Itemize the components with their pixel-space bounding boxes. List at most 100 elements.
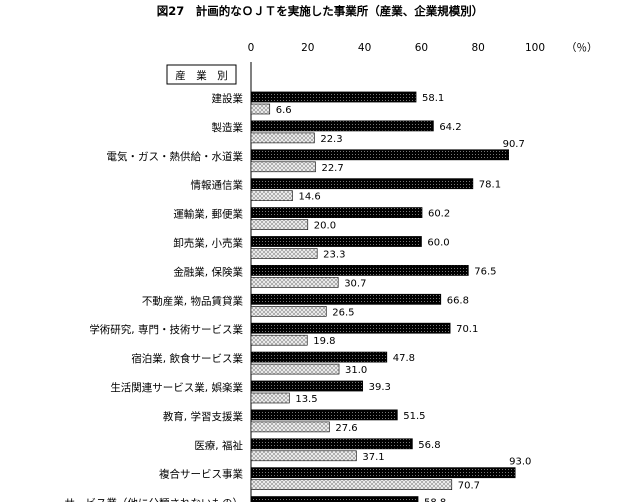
bar-series-2 [250,479,453,491]
category-row: サービス業（他に分類されないもの）58.835.5 [65,496,446,502]
data-label: 20.0 [314,221,336,232]
data-label: 70.7 [458,481,480,492]
x-tick-label: 60 [415,42,428,54]
data-label: 76.5 [474,266,496,277]
bar-series-1 [250,120,434,132]
category-row: 生活関連サービス業, 娯楽業 39.3 13.5 [110,380,391,405]
data-label: 30.7 [344,278,366,289]
bar-series-2 [250,103,271,115]
data-label: 27.6 [335,423,357,434]
category-row: 医療, 福祉 56.8 37.1 [194,438,441,463]
bar-series-2 [250,392,290,404]
bar-series-2 [250,219,309,230]
category-label: 運輸業, 郵便業 [173,208,243,221]
data-label: 6.6 [276,105,292,116]
bar-series-1 [250,207,423,219]
category-label: サービス業（他に分類されないもの） [65,497,244,502]
section-label-box [166,64,237,85]
x-tick-label: 80 [472,42,485,54]
bar-series-1 [250,467,516,479]
bar-series-2 [250,421,330,433]
data-label: 13.5 [295,394,317,405]
data-label: 60.0 [427,238,449,249]
bar-series-2 [250,450,357,462]
category-row: 学術研究, 専門・技術サービス業 70.1 19.8 [89,322,478,347]
bar-series-1 [250,438,413,450]
bar-series-1 [250,351,388,363]
category-label: 生活関連サービス業, 娯楽業 [110,381,243,394]
x-axis-ticks: 0 20 40 60 80 100 [248,42,545,54]
data-label: 58.8 [424,498,446,502]
bar-series-1 [250,409,398,421]
category-label: 卸売業, 小売業 [173,237,243,250]
category-row: 教育, 学習支援業 51.5 27.6 [163,409,426,434]
category-row: 電気・ガス・熱供給・水道業 90.7 22.7 [107,139,525,174]
category-label: 教育, 学習支援業 [163,410,244,423]
x-tick-label: 20 [301,42,314,54]
bar-series-1 [250,178,474,190]
data-label: 37.1 [362,452,384,463]
bar-series-2 [250,248,318,259]
bar-series-1 [250,496,419,502]
category-row: 情報通信業 78.1 14.6 [191,178,501,203]
category-label: 金融業, 保険業 [173,265,243,278]
data-label: 60.2 [428,209,450,220]
data-label: 26.5 [332,307,354,318]
chart-rows: 建設業 58.1 6.6 製造業 64.2 22.3 電気・ガス・熱供給・水道業 90.7 22… [65,91,531,502]
bar-series-2 [250,277,339,288]
category-row: 宿泊業, 飲食サービス業 47.8 31.0 [131,351,415,376]
data-label: 90.7 [503,139,525,150]
bar-series-1 [250,91,417,103]
bar-series-2 [250,363,340,375]
data-label: 31.0 [345,365,367,376]
data-label: 22.7 [321,163,343,174]
data-label: 14.6 [298,192,320,203]
data-label: 66.8 [447,295,469,306]
category-label: 製造業 [212,121,244,134]
data-label: 93.0 [509,457,531,468]
bar-series-2 [250,132,315,144]
chart-title: 図27 計画的なＯＪＴを実施した事業所（産業、企業規模別） [157,4,484,18]
data-label: 23.3 [323,250,345,261]
category-label: 宿泊業, 飲食サービス業 [131,352,243,365]
category-label: 複合サービス事業 [159,468,243,481]
category-row: 建設業 58.1 6.6 [212,91,444,116]
data-label: 70.1 [456,324,478,335]
category-row: 製造業 64.2 22.3 [212,120,462,145]
data-label: 78.1 [479,180,501,191]
category-label: 情報通信業 [191,179,244,192]
category-row: 金融業, 保険業 76.5 30.7 [173,264,497,289]
category-row: 卸売業, 小売業 60.0 23.3 [173,236,450,261]
category-label: 電気・ガス・熱供給・水道業 [107,150,244,163]
data-label: 47.8 [393,353,415,364]
bar-series-1 [250,293,442,305]
data-label: 39.3 [369,382,391,393]
bar-series-1 [250,322,451,334]
unit-label: （％） [566,42,598,54]
data-label: 22.3 [320,134,342,145]
category-row: 運輸業, 郵便業 60.2 20.0 [173,207,450,232]
bar-series-1 [250,236,422,247]
bar-series-2 [250,161,316,173]
x-tick-label: 40 [358,42,371,54]
category-row: 不動産業, 物品賃貸業 66.8 26.5 [142,293,469,318]
x-tick-label: 100 [525,42,545,54]
category-label: 医療, 福祉 [194,439,243,452]
x-tick-label: 0 [248,42,255,54]
data-label: 51.5 [403,411,425,422]
bar-series-1 [250,264,469,276]
data-label: 56.8 [418,440,440,451]
bar-series-1 [250,149,509,161]
category-label: 学術研究, 専門・技術サービス業 [89,323,243,336]
bar-series-2 [250,334,308,346]
bar-series-2 [250,190,293,201]
category-label: 建設業 [212,92,244,105]
bar-series-1 [250,380,364,392]
category-label: 不動産業, 物品賃貸業 [142,294,244,307]
category-row: 複合サービス事業 93.0 70.7 [159,457,531,492]
data-label: 19.8 [313,336,335,347]
section-label: 産 業 別 [175,69,228,82]
data-label: 58.1 [422,93,444,104]
data-label: 64.2 [439,122,461,133]
